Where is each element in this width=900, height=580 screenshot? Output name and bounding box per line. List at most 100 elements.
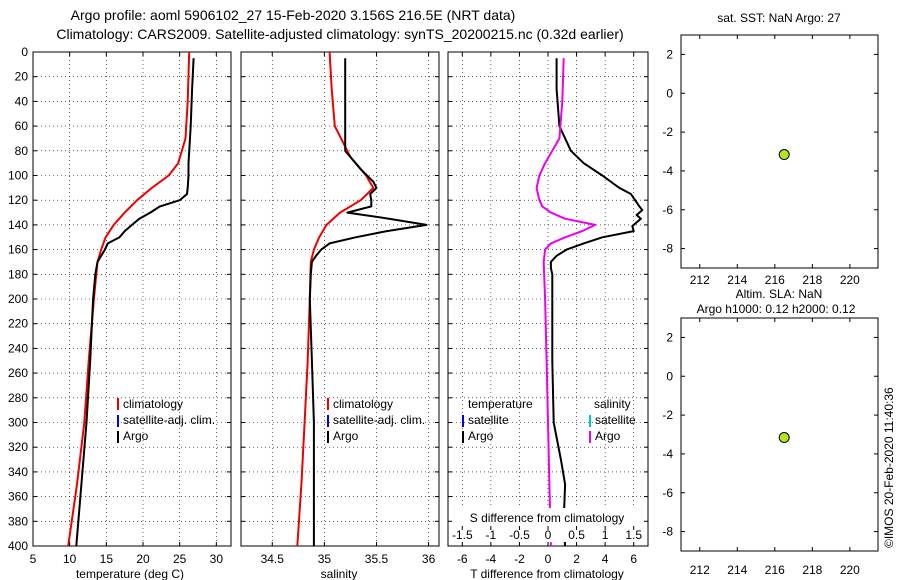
profile-location-point <box>778 432 790 444</box>
depth-tick-label: 340 <box>8 465 28 479</box>
x-tick-label: 216 <box>765 273 785 287</box>
title-line-1: Argo profile: aoml 5906102_27 15-Feb-202… <box>71 7 516 23</box>
top-tick-label: -1.5 <box>452 528 473 542</box>
depth-tick-label: 360 <box>8 490 28 504</box>
y-tick-label: -4 <box>662 447 673 461</box>
x-tick-label: 15 <box>100 552 114 566</box>
top-tick-label: -0.5 <box>509 528 530 542</box>
legend-t-argo: Argo <box>468 429 494 443</box>
x-tick-label: 35.5 <box>365 552 389 566</box>
sst-title: sat. SST: NaN Argo: 27 <box>717 11 841 25</box>
depth-tick-label: 320 <box>8 440 28 454</box>
depth-tick-label: 260 <box>8 366 28 380</box>
y-tick-label: 0 <box>666 86 673 100</box>
x-tick-label: 214 <box>727 563 747 577</box>
top-tick-label: 0.5 <box>568 528 585 542</box>
x-tick-label: 212 <box>690 563 710 577</box>
x-tick-label: -4 <box>486 552 497 566</box>
y-tick-label: -8 <box>662 242 673 256</box>
depth-tick-label: 240 <box>8 341 28 355</box>
depth-tick-label: 220 <box>8 317 28 331</box>
x-tick-label: 0 <box>545 552 552 566</box>
difference-legend: temperature satellite Argo salinity sate… <box>462 397 636 443</box>
x-tick-label: 30 <box>210 552 224 566</box>
depth-tick-label: 0 <box>21 45 28 59</box>
x-tick-label: 36 <box>422 552 436 566</box>
series-line-climatology <box>67 51 191 547</box>
top-tick-label: 0 <box>545 528 552 542</box>
x-tick-label: 212 <box>690 273 710 287</box>
altim-title: Altim. SLA: NaN <box>736 287 823 301</box>
y-tick-label: -2 <box>662 408 673 422</box>
series-line-t-argo-clim <box>549 58 644 547</box>
depth-tick-label: 180 <box>8 267 28 281</box>
x-tick-label: 6 <box>630 552 637 566</box>
altim-panel <box>680 317 879 552</box>
y-tick-label: -6 <box>662 486 673 500</box>
temperature-legend: climatology satellite-adj. clim. Argo <box>117 397 215 443</box>
depth-tick-label: 60 <box>15 119 29 133</box>
series-line-argo <box>75 58 195 547</box>
depth-axis: 0 20 40 60 80 100 120 140 160 180 200 220 240 260 280 3… <box>8 45 28 553</box>
y-tick-label: 2 <box>666 330 673 344</box>
legend-satellite-adj: satellite-adj. clim. <box>123 413 215 427</box>
depth-tick-label: 300 <box>8 416 28 430</box>
depth-tick-label: 200 <box>8 292 28 306</box>
x-tick-label: 20 <box>136 552 150 566</box>
x-tick-label: 216 <box>765 563 785 577</box>
series-line-s-argo-clim <box>535 58 597 547</box>
temperature-xlabel: temperature (deg C) <box>76 567 184 580</box>
salinity-xlabel: salinity <box>321 567 358 580</box>
y-tick-label: -8 <box>662 525 673 539</box>
y-tick-label: 2 <box>666 47 673 61</box>
depth-tick-label: 20 <box>15 70 29 84</box>
depth-tick-label: 80 <box>15 144 29 158</box>
x-tick-label: 2 <box>573 552 580 566</box>
depth-tick-label: 40 <box>15 94 29 108</box>
legend-s-argo: Argo <box>595 429 621 443</box>
x-tick-label: 218 <box>802 273 822 287</box>
depth-tick-label: 280 <box>8 391 28 405</box>
x-tick-label: 220 <box>840 563 860 577</box>
x-tick-label: 220 <box>840 273 860 287</box>
x-tick-label: 35 <box>318 552 332 566</box>
top-tick-label: -1 <box>486 528 497 542</box>
plot-layer <box>67 51 790 547</box>
depth-tick-label: 380 <box>8 514 28 528</box>
legend-climatology: climatology <box>123 397 183 411</box>
legend-argo: Argo <box>333 429 359 443</box>
s-difference-axis: S difference from climatology -1.5 -1 -0.5… <box>452 508 642 542</box>
x-tick-label: 25 <box>173 552 187 566</box>
y-tick-label: -6 <box>662 203 673 217</box>
depth-tick-label: 100 <box>8 169 28 183</box>
y-tick-label: -2 <box>662 125 673 139</box>
depth-tick-label: 140 <box>8 218 28 232</box>
sst-panel <box>680 34 879 269</box>
x-tick-label: 218 <box>802 563 822 577</box>
x-tick-label: 34.5 <box>261 552 285 566</box>
x-tick-label: 5 <box>30 552 37 566</box>
legend-argo: Argo <box>123 429 149 443</box>
side-stamp: ©IMOS 20-Feb-2020 11:40:36 <box>882 387 896 548</box>
legend-col-salinity: salinity <box>594 397 631 411</box>
legend-col-temperature: temperature <box>468 397 533 411</box>
top-tick-label: 1.5 <box>625 528 642 542</box>
x-tick-label: -6 <box>457 552 468 566</box>
y-tick-label: 0 <box>666 369 673 383</box>
legend-t-satellite: satellite <box>468 413 509 427</box>
grid-layer <box>32 51 648 547</box>
y-tick-label: -4 <box>662 164 673 178</box>
altim-subtitle: Argo h1000: 0.12 h2000: 0.12 <box>697 302 856 316</box>
salinity-legend: climatology satellite-adj. clim. Argo <box>327 397 425 443</box>
profile-location-point <box>778 149 790 161</box>
x-tick-label: 214 <box>727 273 747 287</box>
depth-tick-label: 400 <box>8 539 28 553</box>
x-tick-label: -2 <box>514 552 525 566</box>
title-line-2: Climatology: CARS2009. Satellite-adjuste… <box>56 26 623 42</box>
legend-climatology: climatology <box>333 397 393 411</box>
legend-s-satellite: satellite <box>595 413 636 427</box>
series-line-argo <box>308 58 428 546</box>
difference-xlabel: T difference from climatology <box>470 567 624 580</box>
